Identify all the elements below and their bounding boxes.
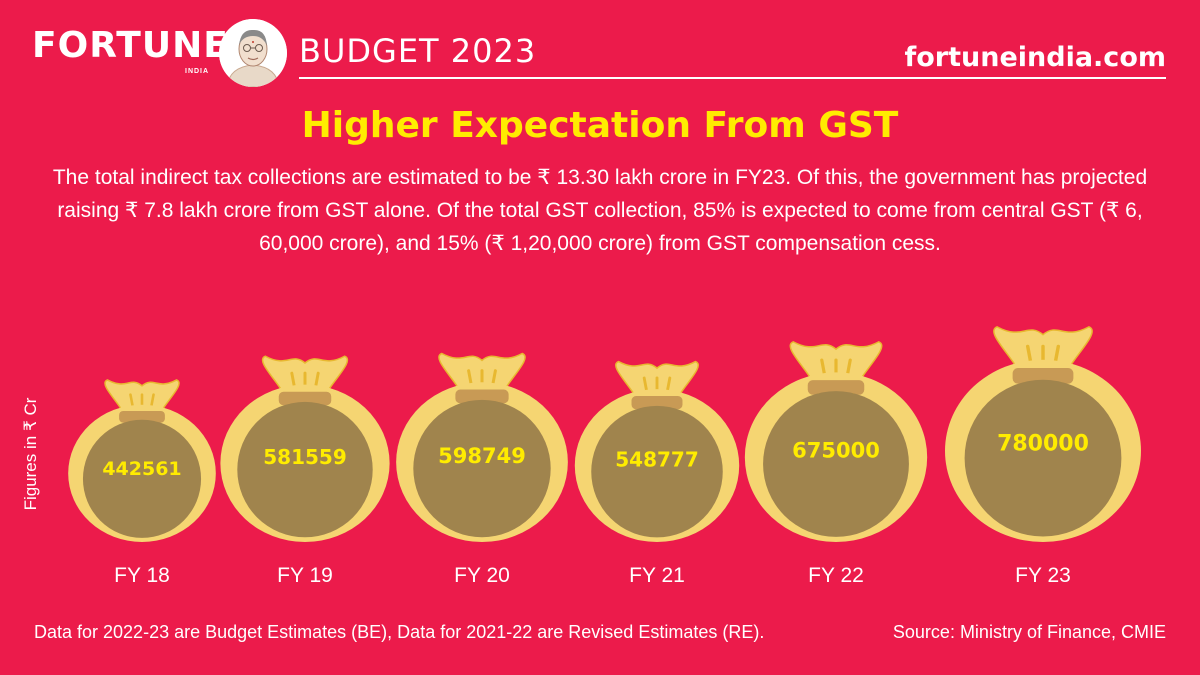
category-label: FY 21 xyxy=(629,564,685,587)
bag-tie xyxy=(631,396,683,410)
bag-inner-circle xyxy=(82,419,202,538)
category-label: FY 22 xyxy=(808,564,864,587)
source-note: Source: Ministry of Finance, CMIE xyxy=(892,622,1166,642)
category-label: FY 23 xyxy=(1015,564,1071,587)
bag-inner-circle xyxy=(964,379,1122,537)
fortune-logo: FORTUNE xyxy=(32,25,229,66)
category-label: FY 20 xyxy=(454,564,510,587)
bag-inner-circle xyxy=(237,401,373,538)
bag-value-label: 780000 xyxy=(997,431,1089,456)
footnote: Data for 2022-23 are Budget Estimates (B… xyxy=(34,622,765,642)
bag-inner-circle xyxy=(763,391,909,537)
bag-value-label: 675000 xyxy=(792,438,880,462)
money-bag: 581559 FY 19 xyxy=(220,355,390,587)
category-label: FY 19 xyxy=(277,564,333,587)
bag-inner-circle xyxy=(591,405,723,538)
money-bag: 442561 FY 18 xyxy=(68,379,216,587)
page-title: Higher Expectation From GST xyxy=(301,105,899,146)
category-label: FY 18 xyxy=(114,564,170,587)
bag-value-label: 442561 xyxy=(102,458,181,480)
bag-tie xyxy=(807,380,865,395)
bag-value-label: 581559 xyxy=(263,445,347,469)
bag-tie xyxy=(455,389,509,404)
site-link[interactable]: fortuneindia.com xyxy=(904,42,1167,73)
bag-inner-circle xyxy=(413,399,551,538)
bag-tie xyxy=(1012,368,1074,384)
money-bag: 675000 FY 22 xyxy=(744,341,928,587)
bag-tie xyxy=(278,391,332,406)
bag-tie xyxy=(119,410,165,423)
description: The total indirect tax collections are e… xyxy=(52,166,1148,255)
money-bag: 548777 FY 21 xyxy=(574,360,740,587)
budget-heading: BUDGET 2023 xyxy=(299,32,537,70)
bag-value-label: 598749 xyxy=(438,444,526,468)
header-rule xyxy=(299,77,1166,79)
bag-value-label: 548777 xyxy=(615,448,699,472)
fortune-logo-sub: INDIA xyxy=(185,68,210,75)
finance-minister-portrait xyxy=(219,19,287,87)
portrait-illustration xyxy=(219,19,287,87)
money-bag: 780000 FY 23 xyxy=(945,326,1141,587)
money-bag: 598749 FY 20 xyxy=(396,352,568,587)
